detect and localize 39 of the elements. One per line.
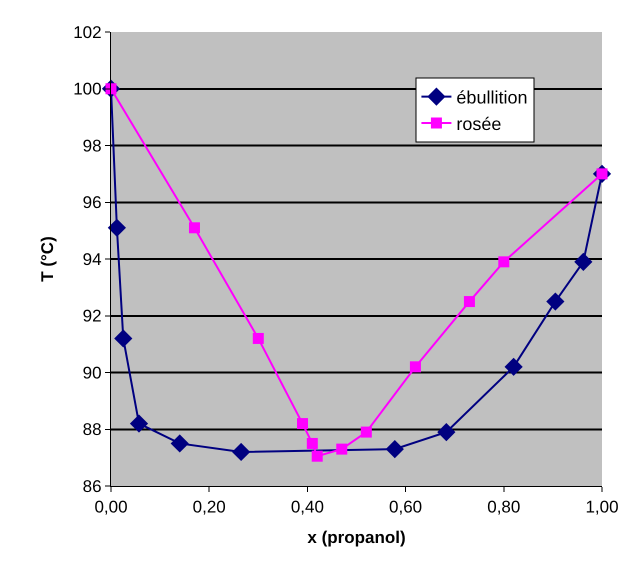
point (296, 418, 308, 430)
y-tick-label: 90 (82, 363, 102, 382)
y-tick-label: 86 (82, 476, 102, 496)
x-tick-label: 0,40 (290, 497, 324, 516)
point (498, 256, 510, 268)
y-tick-label: 94 (82, 250, 102, 269)
legend-label: rosée (456, 114, 502, 134)
point (108, 218, 126, 237)
point (504, 358, 523, 376)
y-axis-title: T (°C) (38, 236, 57, 282)
point (130, 414, 148, 433)
x-tick-label: 0,60 (389, 497, 422, 516)
point (252, 332, 264, 344)
point (410, 361, 421, 372)
point (170, 434, 189, 453)
point (232, 442, 250, 462)
x-tick-label: 0,20 (192, 497, 226, 516)
x-axis-title: x (propanol) (307, 528, 406, 547)
y-tick-label: 88 (82, 420, 102, 440)
y-tick-label: 92 (82, 306, 102, 326)
point (437, 422, 456, 442)
x-tick-label: 1,00 (585, 497, 619, 516)
x-tick-label: 0,80 (487, 497, 520, 516)
legend-label: ébullition (456, 88, 528, 108)
y-tick-label: 96 (82, 193, 102, 212)
x-tick-label: 0,00 (94, 497, 128, 516)
point (114, 329, 132, 348)
point (188, 222, 200, 234)
point (546, 292, 564, 311)
y-tick-label: 98 (82, 136, 102, 156)
point (464, 296, 475, 308)
point (386, 440, 404, 458)
point (306, 438, 318, 449)
y-tick-label: 100 (73, 80, 102, 99)
point (336, 444, 348, 455)
point (312, 450, 323, 462)
y-tick-label: 102 (73, 22, 102, 42)
point (574, 252, 592, 271)
point (360, 426, 372, 438)
